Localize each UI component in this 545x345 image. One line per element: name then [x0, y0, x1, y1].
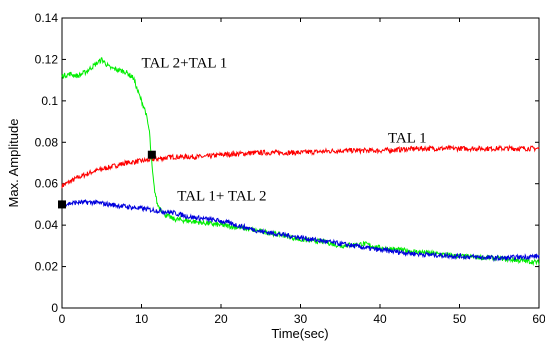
- y-tick-label: 0: [51, 301, 58, 315]
- y-tick-label: 0.14: [35, 11, 59, 25]
- annotation-label: TAL 1+ TAL 2: [177, 188, 266, 204]
- series-line: [61, 144, 540, 189]
- series-line: [61, 199, 540, 263]
- annotation-layer: TAL 2+TAL 1 TAL 1 TAL 1+ TAL 2: [142, 56, 427, 205]
- x-tick-label: 30: [294, 312, 308, 326]
- y-tick-label: 0.08: [35, 135, 59, 149]
- annotation-label: TAL 1: [388, 130, 427, 146]
- x-tick-label: 60: [532, 312, 545, 326]
- axis-ticks: 0 10 20 30 40 50 60 0 0.02 0.04 0.06 0.08 0.1 0.12 0.1…: [35, 11, 545, 326]
- data-marker: [58, 200, 66, 209]
- x-axis-title: Time(sec): [271, 326, 328, 341]
- y-tick-label: 0.06: [35, 177, 59, 191]
- y-tick-label: 0.12: [35, 52, 59, 66]
- annotation-label: TAL 2+TAL 1: [142, 56, 228, 72]
- y-axis-title: Max. Amplitude: [6, 119, 21, 208]
- x-tick-label: 0: [59, 312, 66, 326]
- series-layer: [61, 56, 540, 267]
- x-tick-label: 10: [135, 312, 149, 326]
- y-tick-label: 0.02: [35, 260, 59, 274]
- plot-area: [61, 17, 540, 309]
- y-tick-label: 0.1: [41, 94, 58, 108]
- x-tick-label: 40: [373, 312, 387, 326]
- data-marker: [147, 150, 156, 159]
- y-tick-label: 0.04: [35, 218, 59, 232]
- x-tick-label: 20: [214, 312, 228, 326]
- marker-layer: [58, 150, 156, 209]
- x-tick-label: 50: [453, 312, 467, 326]
